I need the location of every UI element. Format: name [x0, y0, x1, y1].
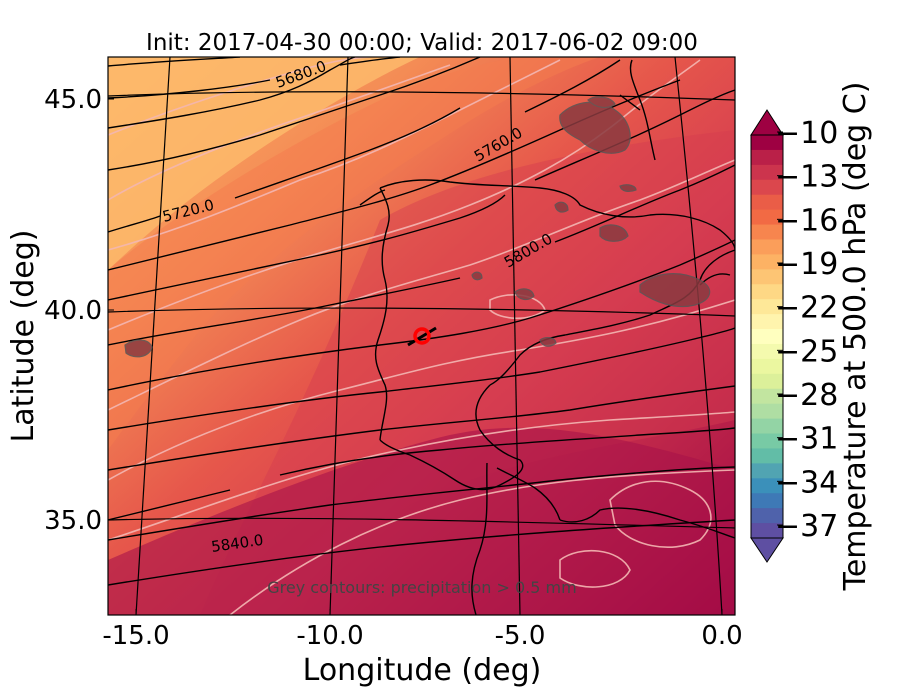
colorbar-tick-label: −37	[775, 509, 838, 544]
colorbar-band	[751, 418, 783, 435]
temperature-band-orange	[108, 57, 600, 450]
colorbar-band	[751, 358, 783, 375]
x-tick-label: -15.0	[102, 621, 169, 651]
colorbar-tick-label: −22	[775, 291, 838, 326]
colorbar-band	[751, 254, 783, 270]
colorbar-band	[751, 403, 783, 420]
height-contours	[108, 57, 735, 586]
colorbar-band	[751, 463, 783, 479]
y-axis: 45.0 40.0 35.0 Latitude (deg)	[6, 85, 114, 536]
colorbar-band	[751, 299, 783, 315]
temperature-band-warm	[108, 57, 420, 270]
coastlines	[359, 59, 735, 615]
x-axis-label: Longitude (deg)	[303, 653, 542, 688]
colorbar-band	[751, 493, 783, 509]
colorbar-band	[751, 508, 783, 524]
plot-title: Init: 2017-04-30 00:00; Valid: 2017-06-0…	[146, 30, 698, 56]
colorbar-band	[751, 388, 783, 405]
colorbar-band	[751, 209, 783, 226]
isotherm-contours	[108, 57, 735, 615]
y-tick-label: 40.0	[44, 296, 102, 326]
colorbar-band	[751, 478, 783, 494]
colorbar-bands	[751, 135, 783, 539]
x-tick-label: -5.0	[495, 621, 546, 651]
colorbar-band	[751, 194, 783, 211]
colorbar-tick-label: −10	[775, 116, 838, 151]
x-tick-label: 0.0	[701, 621, 742, 651]
colorbar-band	[751, 433, 783, 450]
colorbar-band	[751, 149, 783, 166]
colorbar-band	[751, 135, 783, 151]
colorbar-band	[751, 284, 783, 300]
colorbar-band	[751, 179, 783, 196]
colorbar-band	[751, 314, 783, 330]
temperature-band-deep	[108, 427, 735, 615]
map-plot-area: 5680.0 5720.0 5760.0 5800.0 5840.0 Grey …	[108, 57, 735, 615]
colorbar-band	[751, 343, 783, 360]
x-tick-label: -10.0	[296, 621, 363, 651]
colorbar-band	[751, 224, 783, 241]
colorbar-tick-label: −28	[775, 378, 838, 413]
precipitation-note: Grey contours: precipitation > 0.5 mm	[267, 578, 576, 597]
x-axis: -15.0 -10.0 -5.0 0.0 Longitude (deg)	[102, 609, 743, 688]
colorbar-tick-label: −25	[775, 334, 838, 369]
colorbar-band	[751, 373, 783, 390]
colorbar-tick-label: −34	[775, 465, 838, 500]
colorbar-label: Temperature at 500.0 hPa (deg C)	[838, 82, 873, 592]
colorbar-tick-label: −16	[775, 203, 838, 238]
colorbar-band	[751, 239, 783, 256]
colorbar-band	[751, 329, 783, 345]
plot-frame	[107, 56, 736, 616]
colorbar-ticks: −10 −13 −16 −19 −22 −25 −28 −31 −34 −37	[775, 116, 838, 544]
location-marker	[407, 326, 437, 347]
colorbar-tick-label: −13	[775, 160, 838, 195]
colorbar-band	[751, 523, 783, 539]
colorbar-band	[751, 448, 783, 464]
colorbar-tick-label: −19	[775, 247, 838, 282]
colorbar-tick-label: −31	[775, 422, 838, 457]
precipitation-contours	[124, 96, 711, 358]
y-tick-label: 45.0	[44, 85, 102, 115]
colorbar-band	[751, 164, 783, 181]
y-tick-label: 35.0	[44, 506, 102, 536]
colorbar: −10 −13 −16 −19 −22 −25 −28 −31 −34 −37 Temperatu…	[750, 82, 873, 592]
colorbar-band	[751, 269, 783, 285]
y-axis-label: Latitude (deg)	[6, 230, 41, 443]
